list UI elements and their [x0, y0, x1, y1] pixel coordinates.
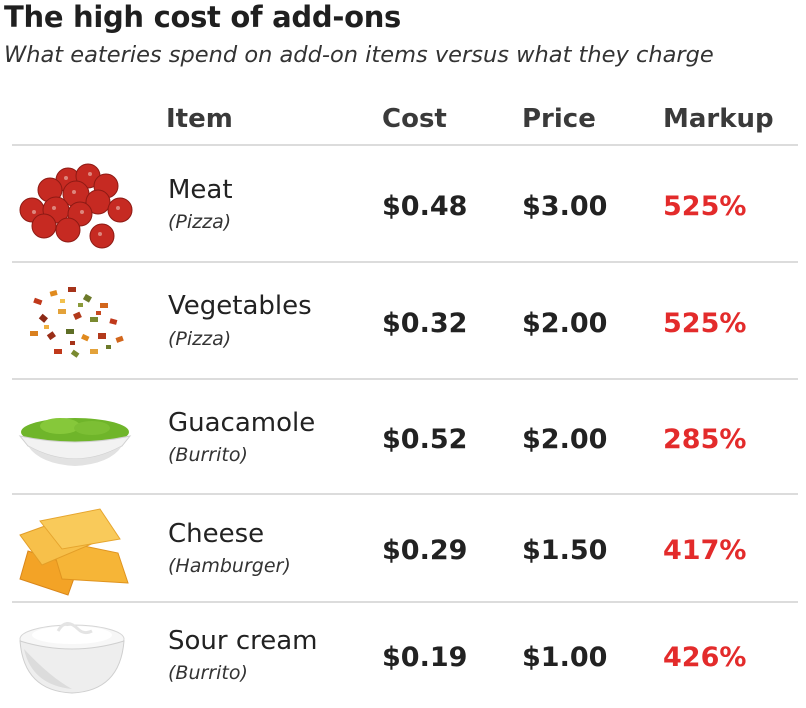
item-cost: $0.52 [382, 424, 468, 455]
column-header-price: Price [522, 104, 596, 134]
column-header-markup: Markup [663, 104, 774, 134]
row-divider [12, 378, 798, 380]
item-name: Meat [168, 175, 233, 205]
item-markup: 285% [663, 424, 747, 455]
vegetable-flakes-icon [30, 287, 124, 358]
table-row: Meat (Pizza) $0.48 $3.00 525% [0, 146, 806, 262]
item-category: (Hamburger) [168, 555, 291, 577]
table-row: Sour cream (Burrito) $0.19 $1.00 426% [0, 603, 806, 708]
item-name: Vegetables [168, 291, 312, 321]
page-subtitle: What eateries spend on add-on items vers… [4, 42, 714, 68]
item-name: Cheese [168, 519, 265, 549]
item-markup: 525% [663, 191, 747, 222]
item-cost: $0.29 [382, 535, 468, 566]
row-divider [12, 493, 798, 495]
column-header-cost: Cost [382, 104, 447, 134]
item-markup: 417% [663, 535, 747, 566]
row-divider [12, 261, 798, 263]
item-price: $1.50 [522, 535, 608, 566]
item-category: (Burrito) [168, 444, 248, 466]
table-row: Guacamole (Burrito) $0.52 $2.00 285% [0, 380, 806, 496]
item-markup: 525% [663, 308, 747, 339]
table-row: Vegetables (Pizza) $0.32 $2.00 525% [0, 263, 806, 379]
item-category: (Pizza) [168, 328, 232, 350]
page-title: The high cost of add-ons [4, 0, 402, 34]
row-divider [12, 601, 798, 603]
header-divider [12, 144, 798, 146]
item-name: Sour cream [168, 626, 318, 656]
item-price: $3.00 [522, 191, 608, 222]
table-row: Cheese (Hamburger) $0.29 $1.50 417% [0, 495, 806, 611]
item-category: (Pizza) [168, 211, 232, 233]
item-cost: $0.32 [382, 308, 468, 339]
item-cost: $0.19 [382, 642, 468, 673]
column-header-item: Item [166, 104, 233, 134]
item-price: $1.00 [522, 642, 608, 673]
item-price: $2.00 [522, 424, 608, 455]
guacamole-bowl-icon [18, 418, 132, 466]
item-markup: 426% [663, 642, 747, 673]
cheese-slices-icon [19, 508, 129, 596]
item-name: Guacamole [168, 408, 316, 438]
sour-cream-bowl-icon [19, 622, 125, 694]
item-category: (Burrito) [168, 662, 248, 684]
item-price: $2.00 [522, 308, 608, 339]
item-cost: $0.48 [382, 191, 468, 222]
pepperoni-icon [19, 163, 133, 249]
